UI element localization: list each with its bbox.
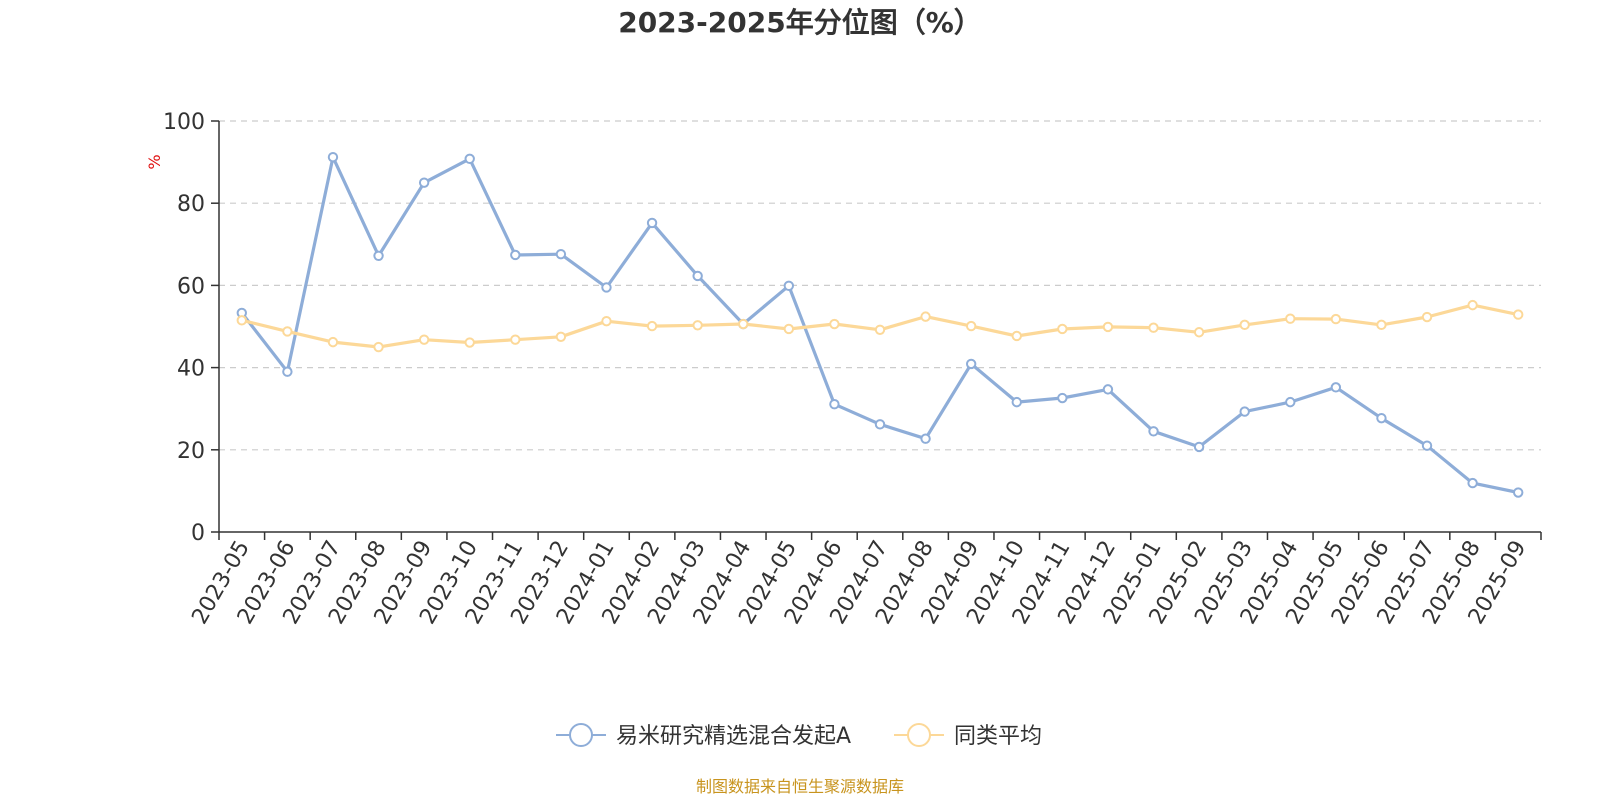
data-point[interactable]	[783, 280, 795, 292]
data-point[interactable]	[601, 282, 612, 293]
data-point[interactable]	[1193, 327, 1205, 338]
data-point[interactable]	[738, 318, 749, 330]
axes: 0204060801002023-052023-062023-072023-08…	[163, 110, 1542, 629]
data-point[interactable]	[829, 318, 840, 330]
data-point[interactable]	[464, 337, 475, 348]
series-2	[236, 299, 1524, 353]
data-point[interactable]	[373, 250, 384, 262]
series-1	[236, 151, 1524, 498]
grid-lines	[219, 120, 1541, 451]
data-point[interactable]	[1467, 477, 1478, 489]
data-point[interactable]	[555, 248, 567, 260]
data-point[interactable]	[646, 320, 658, 332]
legend-swatch-marker	[907, 723, 931, 747]
y-tick-label: 40	[177, 357, 205, 382]
data-point[interactable]	[1239, 406, 1250, 417]
data-point[interactable]	[510, 249, 521, 261]
data-point[interactable]	[1376, 319, 1387, 331]
data-point[interactable]	[1421, 440, 1433, 451]
y-tick-label: 100	[163, 110, 205, 135]
data-point[interactable]	[1148, 426, 1159, 437]
data-point[interactable]	[692, 270, 703, 282]
data-point[interactable]	[282, 366, 293, 377]
data-point[interactable]	[965, 358, 977, 370]
data-point[interactable]	[829, 398, 840, 410]
data-point[interactable]	[1376, 412, 1387, 424]
data-point[interactable]	[965, 320, 977, 332]
data-point[interactable]	[920, 311, 931, 322]
data-point[interactable]	[555, 331, 567, 342]
data-point[interactable]	[692, 320, 703, 331]
legend-swatch-marker	[569, 723, 593, 747]
data-point[interactable]	[920, 433, 931, 444]
y-tick-label: 0	[191, 521, 205, 546]
data-point[interactable]	[1102, 384, 1114, 395]
data-point[interactable]	[1513, 487, 1524, 498]
chart-title: 2023-2025年分位图（%）	[618, 6, 982, 39]
legend-label: 同类平均	[954, 724, 1042, 749]
data-point[interactable]	[1148, 322, 1159, 333]
data-point[interactable]	[1285, 396, 1296, 408]
data-point[interactable]	[1102, 321, 1114, 333]
data-point[interactable]	[418, 334, 430, 345]
legend-item-2[interactable]: 同类平均	[894, 723, 1042, 749]
data-point[interactable]	[1285, 313, 1296, 324]
data-point[interactable]	[1057, 323, 1068, 335]
data-point[interactable]	[327, 336, 339, 348]
y-tick-label: 20	[177, 439, 205, 464]
data-point[interactable]	[236, 315, 247, 326]
data-point[interactable]	[1330, 382, 1342, 393]
data-point[interactable]	[1057, 392, 1068, 404]
data-point[interactable]	[874, 419, 886, 430]
data-point[interactable]	[1467, 299, 1478, 311]
data-point[interactable]	[1193, 441, 1205, 453]
series-layer	[236, 151, 1524, 498]
data-point[interactable]	[418, 177, 430, 188]
data-point[interactable]	[464, 153, 475, 165]
data-point[interactable]	[646, 217, 658, 229]
legend-label: 易米研究精选混合发起A	[616, 724, 851, 749]
data-point[interactable]	[1011, 396, 1022, 408]
data-point[interactable]	[1513, 309, 1524, 320]
data-point[interactable]	[783, 323, 795, 335]
source-note: 制图数据来自恒生聚源数据库	[696, 777, 904, 796]
data-point[interactable]	[1011, 330, 1022, 342]
data-point[interactable]	[1239, 319, 1250, 331]
data-point[interactable]	[601, 315, 612, 327]
y-tick-label: 60	[177, 274, 205, 299]
y-tick-label: 80	[177, 192, 205, 217]
data-point[interactable]	[282, 326, 293, 337]
data-point[interactable]	[1330, 313, 1342, 325]
data-point[interactable]	[373, 341, 384, 353]
legend-item-1[interactable]: 易米研究精选混合发起A	[556, 723, 851, 749]
data-point[interactable]	[327, 151, 339, 163]
data-point[interactable]	[510, 334, 521, 345]
legend[interactable]: 易米研究精选混合发起A 同类平均	[556, 723, 1042, 749]
data-point[interactable]	[1421, 311, 1433, 323]
data-point[interactable]	[874, 324, 886, 335]
y-axis-unit: %	[145, 154, 164, 169]
